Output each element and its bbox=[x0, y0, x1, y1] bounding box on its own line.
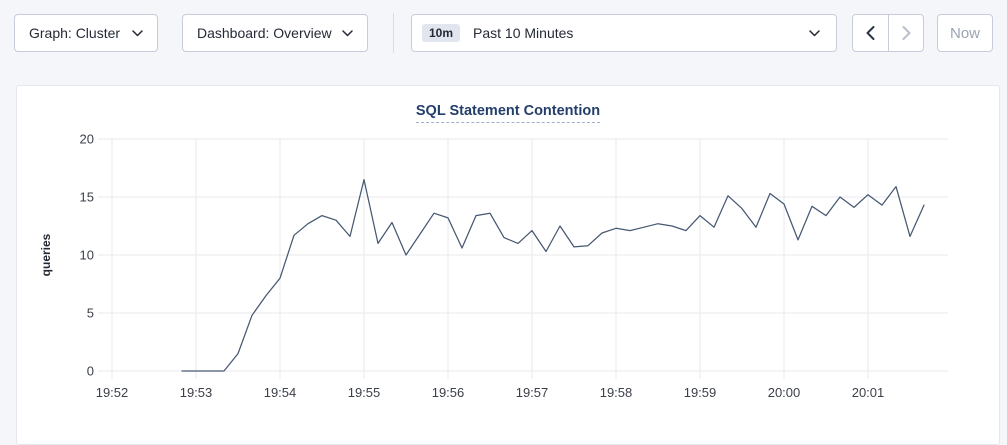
chevron-down-icon bbox=[132, 29, 143, 36]
toolbar: Graph: Cluster Dashboard: Overview 10m P… bbox=[0, 0, 1007, 53]
now-button[interactable]: Now bbox=[937, 14, 993, 52]
dashboard-dropdown[interactable]: Dashboard: Overview bbox=[182, 14, 368, 52]
sql-statement-contention-chart[interactable]: 0 5 10 15 20 19:52 19:53 19:54 19:55 19:56 19:57 19… bbox=[17, 114, 999, 414]
graph-dropdown[interactable]: Graph: Cluster bbox=[14, 14, 158, 52]
time-range-label: Past 10 Minutes bbox=[473, 25, 574, 41]
svg-text:5: 5 bbox=[87, 306, 94, 321]
svg-text:15: 15 bbox=[80, 190, 94, 205]
chevron-left-icon bbox=[866, 26, 875, 40]
toolbar-divider bbox=[393, 13, 394, 53]
svg-text:0: 0 bbox=[87, 364, 94, 379]
chevron-down-icon bbox=[809, 29, 820, 36]
chart-card: SQL Statement Contention 0 5 10 15 20 19:52 19… bbox=[16, 85, 1000, 445]
svg-text:19:59: 19:59 bbox=[684, 385, 717, 400]
svg-text:19:58: 19:58 bbox=[600, 385, 633, 400]
svg-text:19:52: 19:52 bbox=[96, 385, 129, 400]
chart-title-row: SQL Statement Contention bbox=[17, 86, 999, 123]
svg-text:19:53: 19:53 bbox=[180, 385, 213, 400]
svg-text:20:01: 20:01 bbox=[852, 385, 885, 400]
svg-text:19:54: 19:54 bbox=[264, 385, 297, 400]
svg-text:19:55: 19:55 bbox=[348, 385, 381, 400]
chevron-right-icon bbox=[902, 26, 910, 40]
svg-text:queries: queries bbox=[39, 233, 53, 276]
svg-text:19:56: 19:56 bbox=[432, 385, 465, 400]
svg-text:20:00: 20:00 bbox=[768, 385, 801, 400]
dashboard-dropdown-label: Dashboard: Overview bbox=[197, 25, 332, 41]
chevron-down-icon bbox=[342, 29, 353, 36]
time-nav-buttons bbox=[852, 14, 924, 52]
prev-time-button[interactable] bbox=[853, 15, 888, 51]
next-time-button[interactable] bbox=[888, 15, 923, 51]
svg-text:10: 10 bbox=[80, 248, 94, 263]
time-range-dropdown[interactable]: 10m Past 10 Minutes bbox=[411, 14, 837, 52]
time-preset-badge: 10m bbox=[422, 24, 461, 42]
graph-dropdown-label: Graph: Cluster bbox=[29, 25, 121, 41]
svg-text:19:57: 19:57 bbox=[516, 385, 549, 400]
chart-title[interactable]: SQL Statement Contention bbox=[415, 103, 601, 123]
svg-text:20: 20 bbox=[80, 132, 94, 147]
